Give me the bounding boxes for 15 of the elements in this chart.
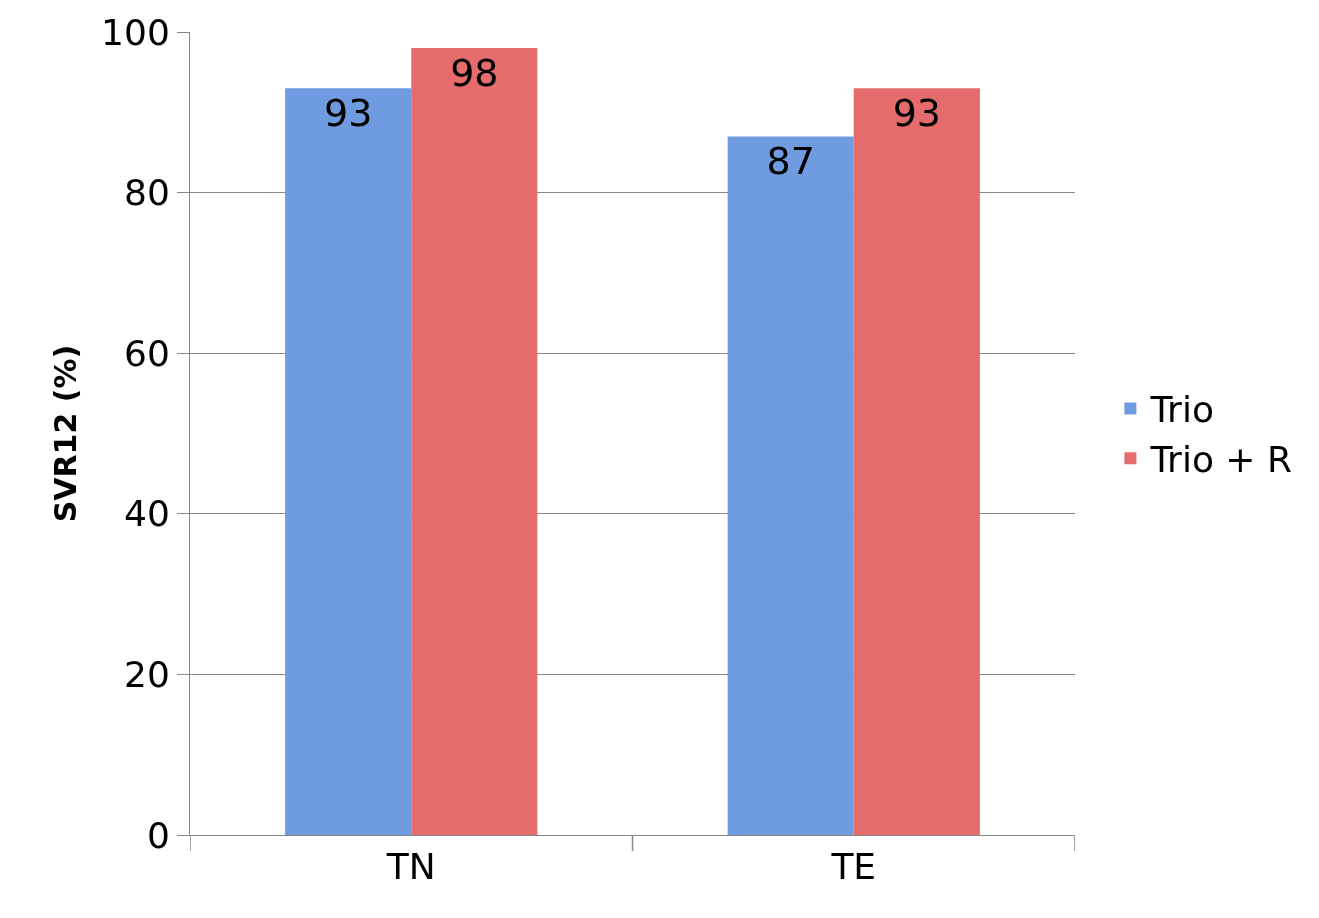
y-tick-label: 100 [101, 11, 170, 53]
legend-label: Trio + R [1149, 439, 1292, 481]
y-tick-label: 0 [146, 814, 170, 856]
data-label: 87 [766, 139, 815, 184]
y-axis-title: SVR12 (%) [48, 344, 84, 523]
y-tick-label: 80 [123, 172, 170, 214]
data-label: 98 [450, 51, 499, 96]
y-tick-label: 20 [123, 654, 170, 695]
data-label: 93 [324, 91, 373, 136]
x-tick-label: TE [830, 846, 877, 888]
legend-label: Trio [1149, 389, 1214, 431]
y-tick-label: 40 [123, 493, 170, 535]
data-label: 93 [892, 91, 941, 136]
y-tick-label: 60 [123, 332, 170, 374]
x-tick-label: TN [385, 846, 436, 888]
